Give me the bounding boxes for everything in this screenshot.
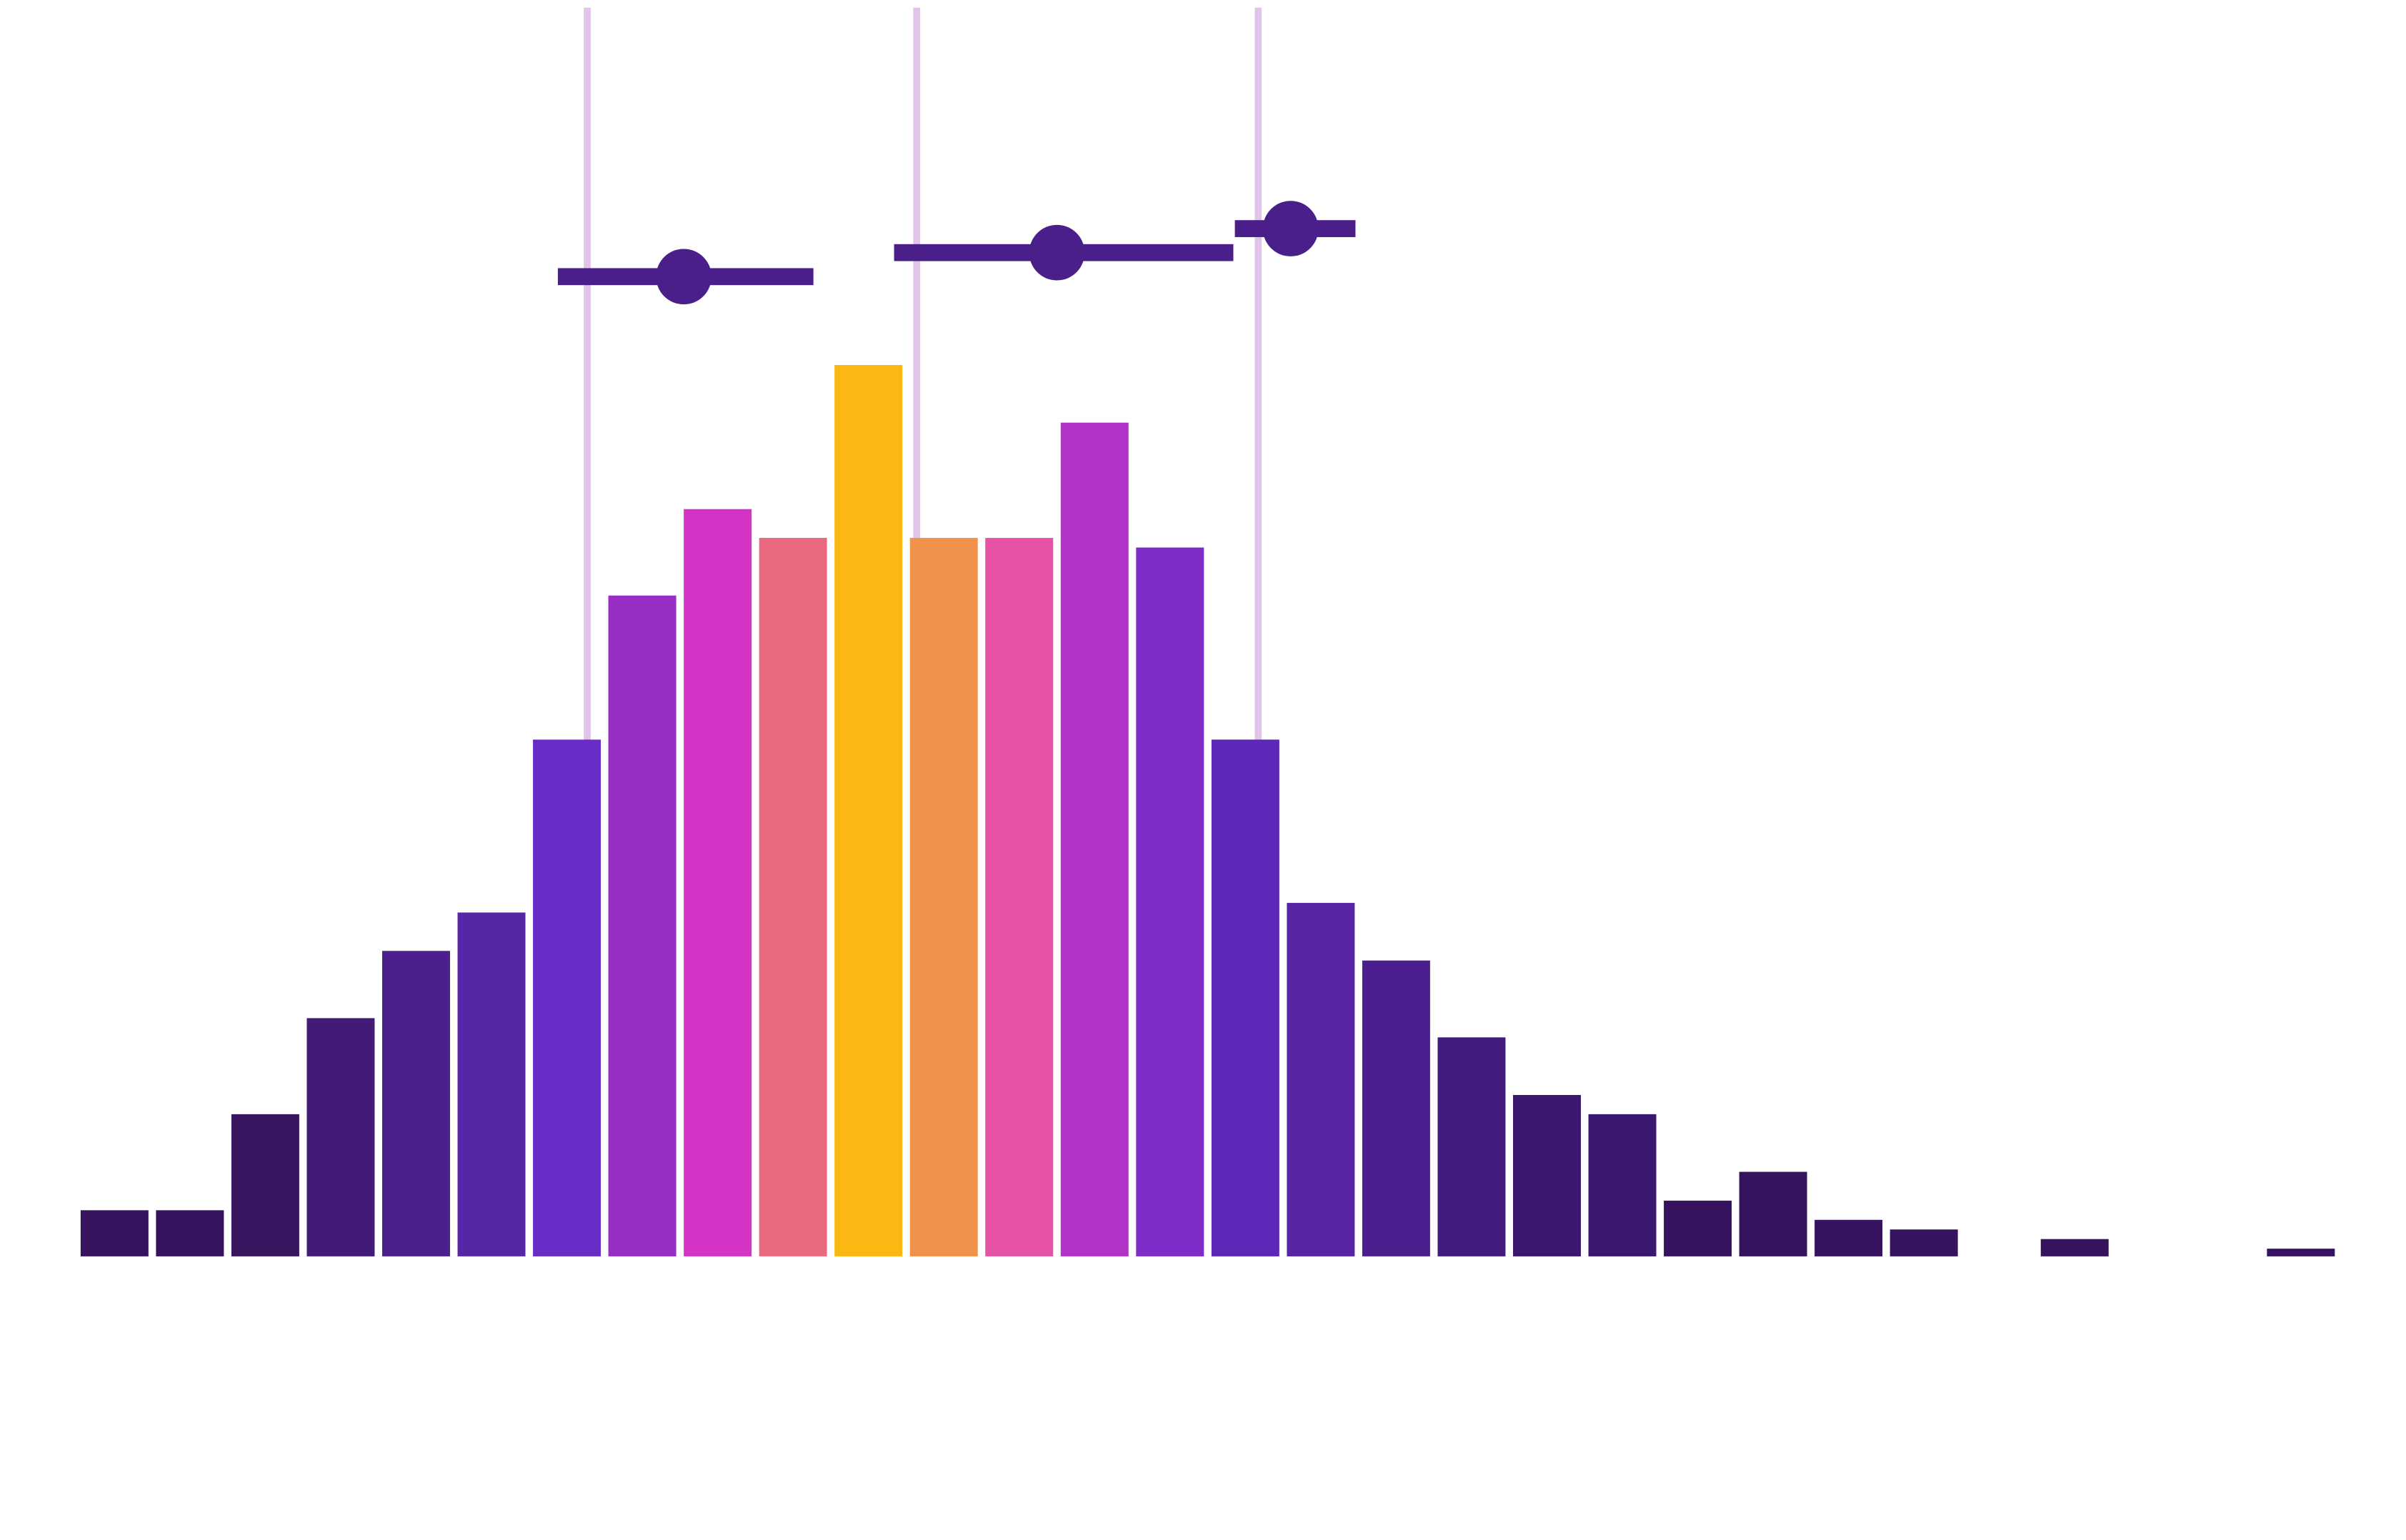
bar-7 [533, 739, 602, 1256]
bar-17 [1287, 903, 1355, 1256]
bar-25 [1890, 1229, 1958, 1256]
bar-12 [909, 538, 978, 1256]
interval-point-1 [656, 249, 712, 305]
bar-16 [1211, 739, 1279, 1256]
bar-14 [1060, 422, 1129, 1256]
interval-point-3 [1262, 201, 1319, 256]
bar-4 [306, 1018, 375, 1256]
interval-point-2 [1029, 224, 1085, 281]
intervals-group [557, 201, 1356, 305]
bar-22 [1664, 1200, 1732, 1256]
bar-27 [2040, 1239, 2109, 1256]
bar-9 [684, 509, 752, 1256]
bars-group [80, 365, 2335, 1256]
bar-13 [985, 538, 1054, 1256]
bar-24 [1815, 1219, 1883, 1256]
interval-2 [894, 224, 1234, 281]
bar-2 [156, 1210, 224, 1256]
bar-11 [834, 365, 903, 1256]
bar-6 [457, 912, 526, 1256]
bar-18 [1362, 960, 1430, 1256]
bar-1 [80, 1210, 149, 1256]
bar-5 [381, 951, 450, 1256]
bar-15 [1136, 547, 1204, 1256]
bar-10 [759, 538, 827, 1256]
bar-30 [2267, 1249, 2335, 1256]
bar-19 [1437, 1037, 1506, 1256]
bar-3 [231, 1114, 299, 1256]
bar-23 [1739, 1171, 1807, 1256]
interval-1 [557, 249, 814, 305]
bar-21 [1588, 1114, 1657, 1256]
bar-8 [608, 595, 677, 1256]
bar-20 [1513, 1094, 1581, 1256]
interval-3 [1234, 201, 1356, 256]
